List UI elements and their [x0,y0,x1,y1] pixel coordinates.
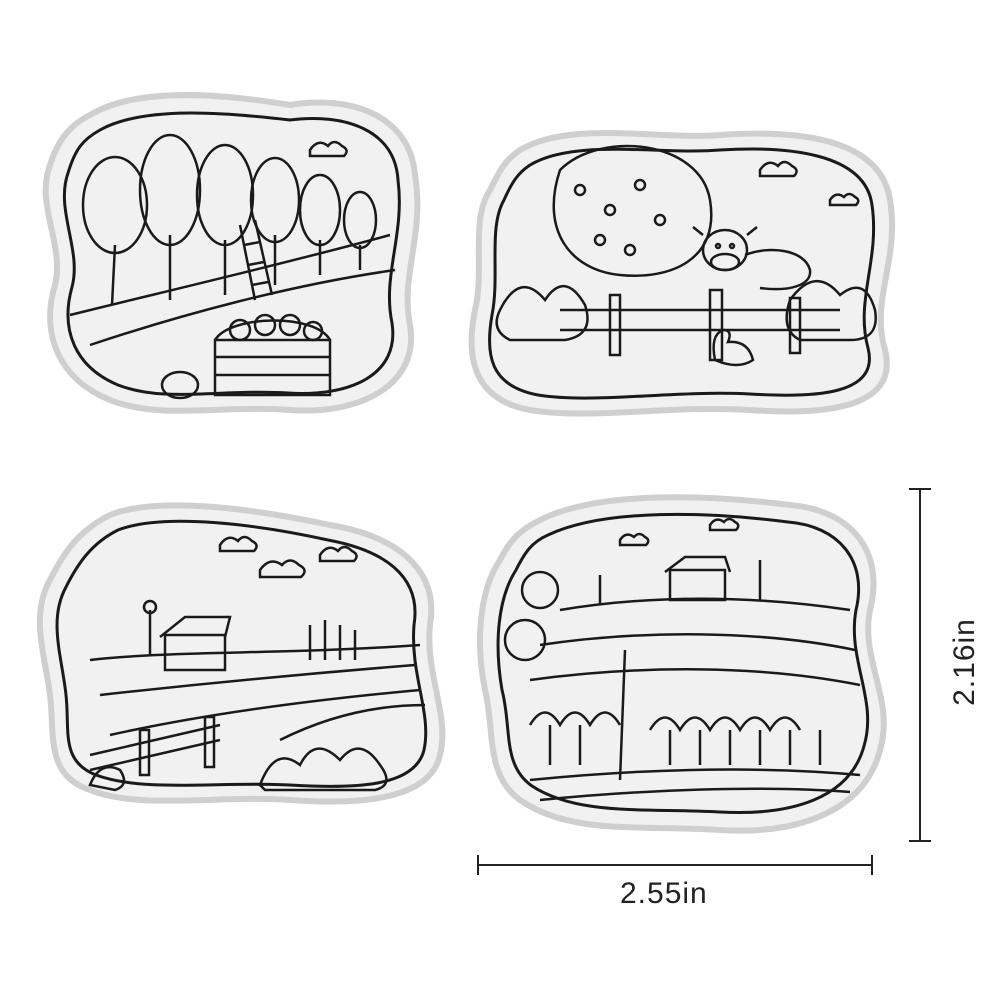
cow-pasture-stamp [460,110,910,430]
farmhouse-fields-illustration [36,502,446,805]
vineyard-stamp [470,480,900,840]
orchard-illustration [42,92,421,414]
height-dimension-line [909,488,931,842]
vineyard-illustration [477,494,887,834]
width-label: 2.55in [620,877,708,910]
cow-pasture-illustration [468,130,896,417]
width-dimension-line [477,855,873,875]
farmhouse-fields-stamp [30,485,450,815]
height-label: 2.16in [948,618,981,706]
orchard-stamp [30,85,430,425]
